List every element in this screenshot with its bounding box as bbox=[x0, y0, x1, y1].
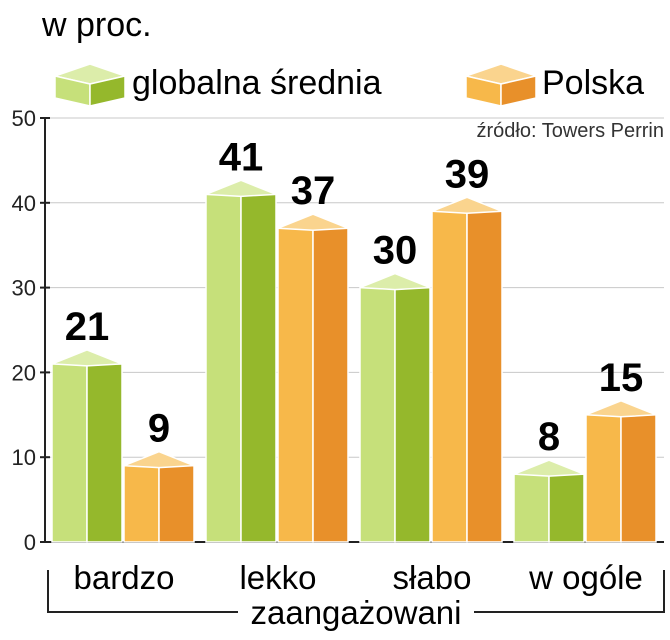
bar-face-left bbox=[205, 193, 242, 543]
bar-face-right bbox=[394, 286, 431, 543]
bar-face-left bbox=[123, 464, 160, 543]
value-label: 30 bbox=[373, 229, 418, 273]
value-label: 39 bbox=[445, 152, 490, 196]
category-labels: bardzo lekko słabo w ogóle bbox=[74, 559, 643, 596]
bar-face-left bbox=[513, 473, 550, 543]
bar-face-top bbox=[585, 399, 657, 418]
category-label-bardzo: bardzo bbox=[74, 559, 175, 596]
y-tick-label: 20 bbox=[12, 360, 36, 385]
value-label: 9 bbox=[148, 407, 170, 451]
bars bbox=[51, 179, 657, 543]
bar-face-top bbox=[123, 450, 195, 469]
bar-face-top bbox=[431, 196, 503, 215]
gridlines bbox=[45, 117, 664, 458]
y-tick-label: 0 bbox=[24, 530, 36, 555]
category-label-lekko: lekko bbox=[239, 559, 316, 596]
bar-polska-w-ogole bbox=[585, 399, 657, 543]
bar-face-right bbox=[86, 363, 123, 543]
source-note: źródło: Towers Perrin bbox=[477, 120, 664, 142]
group-label-backdrop bbox=[238, 597, 474, 631]
bar-polska-lekko bbox=[277, 213, 349, 543]
legend-label-globalna-srednia: globalna średnia bbox=[132, 64, 382, 102]
bar-face-top bbox=[513, 459, 585, 477]
bar-globalna-srednia-bardzo bbox=[51, 349, 123, 543]
value-label: 8 bbox=[538, 415, 560, 459]
bar-face-left bbox=[431, 210, 468, 543]
y-tick-label: 10 bbox=[12, 445, 36, 470]
group-label: zaangażowani bbox=[251, 594, 462, 631]
value-label: 41 bbox=[219, 135, 264, 179]
bar-polska-slabo bbox=[431, 196, 503, 543]
bar-face-left bbox=[585, 414, 622, 543]
value-label: 15 bbox=[599, 356, 644, 400]
y-tick-label: 30 bbox=[12, 276, 36, 301]
legend-swatch-globalna-srednia bbox=[52, 63, 128, 107]
bar-face-top bbox=[277, 213, 349, 231]
y-tick-label: 40 bbox=[12, 191, 36, 216]
bar-face-right bbox=[158, 464, 195, 543]
bar-face-right bbox=[466, 210, 503, 543]
value-labels: 21 41 30 8 9 37 39 15 bbox=[65, 135, 644, 459]
bar-face-right bbox=[240, 193, 277, 543]
bar-face-right bbox=[620, 414, 657, 543]
bar-face-top bbox=[51, 349, 123, 367]
category-label-slabo: słabo bbox=[393, 559, 472, 596]
y-tick-label: 50 bbox=[12, 106, 36, 131]
bar-face-left bbox=[359, 286, 396, 543]
category-label-w-ogole: w ogóle bbox=[528, 559, 643, 596]
bar-globalna-srednia-w-ogole bbox=[513, 459, 585, 543]
value-label: 21 bbox=[65, 305, 110, 349]
bar-face-right bbox=[312, 227, 349, 543]
legend-label-polska: Polska bbox=[542, 64, 644, 102]
bar-globalna-srednia-slabo bbox=[359, 272, 431, 543]
value-label: 37 bbox=[291, 169, 336, 213]
legend-swatch-polska bbox=[463, 63, 539, 107]
bar-globalna-srednia-lekko bbox=[205, 179, 277, 543]
bar-polska-bardzo bbox=[123, 450, 195, 543]
bar-face-top bbox=[359, 272, 431, 291]
bar-face-left bbox=[277, 227, 314, 543]
legend: globalna średnia Polska bbox=[52, 63, 644, 107]
bar-face-left bbox=[51, 363, 88, 543]
unit-label: w proc. bbox=[41, 6, 152, 44]
bar-face-right bbox=[548, 473, 585, 543]
bar-face-top bbox=[205, 179, 277, 198]
